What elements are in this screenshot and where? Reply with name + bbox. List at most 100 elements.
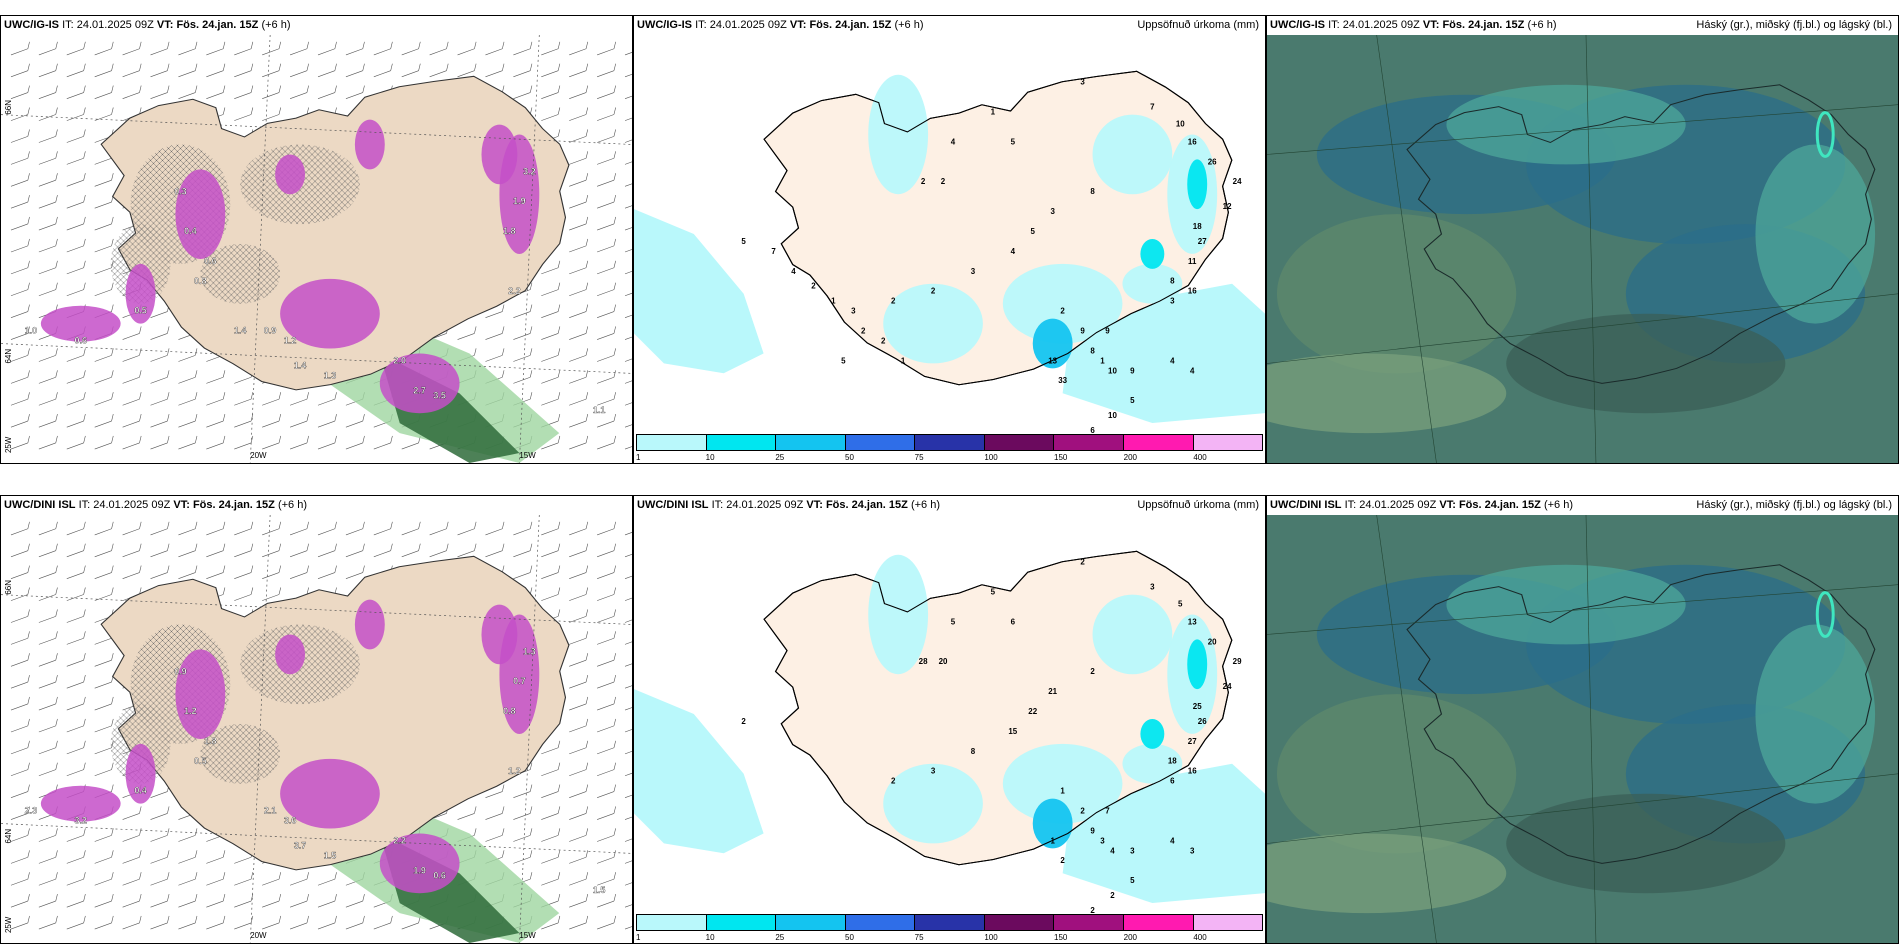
colorbar-tick: 1 — [636, 453, 641, 462]
colorbar-swatch — [706, 435, 777, 450]
wind-map: 0.3 0.4 0.6 0.9 1.2 1.4 1.3 2.0 2.7 3.5 1.9 1.8 3.2 2… — [1, 35, 632, 463]
colorbar-tick: 50 — [845, 933, 854, 942]
wind-value: 0.9 — [264, 326, 276, 336]
precip-value: 26 — [1198, 717, 1207, 726]
precip-value: 10 — [1108, 366, 1117, 375]
panel-precip-bottom: UWC/DINI ISL IT: 24.01.2025 09Z VT: Fös.… — [633, 495, 1266, 944]
coord-label: 25W — [4, 436, 13, 453]
wind-map: 0.9 1.2 1.8 2.1 3.6 3.7 1.5 2.2 1.9 0.6 0.7 0.8 1.3 1… — [1, 515, 632, 943]
precip-value: 2 — [1080, 558, 1085, 567]
wind-value: 1.2 — [508, 766, 520, 776]
precip-value: 3 — [1100, 836, 1105, 845]
cloud-map — [1267, 515, 1898, 943]
colorbar-tick: 100 — [984, 933, 998, 942]
coord-label: 20W — [250, 451, 267, 460]
precip-value: 33 — [1058, 376, 1067, 385]
panel-header: UWC/DINI ISL IT: 24.01.2025 09Z VT: Fös.… — [634, 496, 1265, 515]
precip-value: 2 — [1060, 307, 1065, 316]
precip-value: 3 — [931, 767, 936, 776]
precip-value: 9 — [1105, 327, 1110, 336]
precip-value: 13 — [1188, 617, 1197, 626]
colorbar-tick: 150 — [1054, 933, 1068, 942]
precip-value: 6 — [1090, 426, 1095, 435]
precip-map: 3 7 10 16 26 24 12 18 27 11 8 16 3 1 5 4 2 2 8 3 5 4 3 2 2 9 8 1 2 33… — [634, 35, 1265, 435]
precip-value: 7 — [771, 247, 776, 256]
precip-value: 1 — [1060, 787, 1065, 796]
precip-value: 6 — [1011, 617, 1016, 626]
precip-value: 3 — [851, 307, 856, 316]
wind-value: 1.4 — [294, 360, 306, 370]
colorbar-tick: 50 — [845, 453, 854, 462]
precip-value: 8 — [1170, 277, 1175, 286]
colorbar-swatch — [984, 435, 1055, 450]
precip-value: 9 — [1080, 327, 1085, 336]
colorbar-swatch — [1054, 435, 1124, 450]
precip-value: 4 — [1170, 836, 1175, 845]
wind-value: 0.4 — [134, 786, 146, 796]
colorbar — [636, 434, 1263, 451]
wind-value: 0.4 — [184, 226, 196, 236]
precip-value: 2 — [1060, 856, 1065, 865]
colorbar-tick: 200 — [1123, 453, 1138, 462]
panel-header: UWC/DINI ISL IT: 24.01.2025 09Z VT: Fös.… — [4, 499, 307, 511]
precip-value: 10 — [1176, 120, 1185, 129]
colorbar-tick: 10 — [705, 933, 715, 942]
precip-value: 21 — [1048, 687, 1057, 696]
panel-header: UWC/IG-IS IT: 24.01.2025 09Z VT: Fös. 24… — [4, 19, 291, 31]
panel-header: UWC/IG-IS IT: 24.01.2025 09Z VT: Fös. 24… — [634, 16, 1265, 35]
coord-label: 25W — [4, 916, 13, 933]
colorbar-ticks: 1 10 25 50 75 100 150 200 400 — [636, 452, 1263, 463]
wind-value: 2.0 — [394, 355, 406, 365]
precip-value: 2 — [931, 287, 936, 296]
precip-value: 8 — [1090, 187, 1095, 196]
wind-value: 0.7 — [513, 676, 525, 686]
precip-value: 5 — [991, 588, 996, 597]
panel-wind-top: UWC/IG-IS IT: 24.01.2025 09Z VT: Fös. 24… — [0, 15, 633, 464]
precip-value: 8 — [971, 747, 976, 756]
wind-value: 1.2 — [284, 336, 296, 346]
precip-value: 16 — [1188, 767, 1197, 776]
wind-value: 0.6 — [204, 256, 216, 266]
wind-value: 3.5 — [433, 390, 445, 400]
wind-value: 2.3 — [25, 806, 37, 816]
wind-value: 1.8 — [204, 736, 216, 746]
precip-value: 5 — [1130, 396, 1135, 405]
precip-value: 6 — [1170, 777, 1175, 786]
wind-value: 2.2 — [508, 286, 520, 296]
precip-value: 4 — [1011, 247, 1016, 256]
colorbar-swatch — [915, 915, 985, 930]
colorbar-swatch — [637, 435, 707, 450]
precip-value: 12 — [1223, 202, 1232, 211]
coord-label: 66N — [4, 100, 13, 115]
precip-value: 25 — [1193, 702, 1202, 711]
colorbar-swatch — [637, 915, 707, 930]
panel-wind-bottom: UWC/DINI ISL IT: 24.01.2025 09Z VT: Fös.… — [0, 495, 633, 944]
precip-value: 4 — [1170, 356, 1175, 365]
colorbar-swatch — [776, 915, 846, 930]
precip-value: 2 — [921, 177, 926, 186]
wind-value: 1.9 — [513, 196, 525, 206]
precip-value: 3 — [971, 267, 976, 276]
precip-value: 5 — [1130, 876, 1135, 885]
precip-value: 16 — [1188, 287, 1197, 296]
cloud-title: Háský (gr.), miðský (fj.bl.) og lágský (… — [1696, 499, 1892, 511]
precip-value: 3 — [1130, 846, 1135, 855]
precip-value: 20 — [1208, 637, 1217, 646]
precip-map: 2 3 5 13 20 29 24 25 26 27 18 16 6 5 6 5 20 28 2 21 22 15 8 3 2 2… — [634, 515, 1265, 915]
wind-value: 3.7 — [294, 840, 306, 850]
precip-value: 3 — [1050, 207, 1055, 216]
colorbar-swatch — [915, 435, 985, 450]
wind-value: 1.1 — [593, 405, 605, 415]
wind-value: 0.6 — [75, 336, 87, 346]
panel-precip-top: UWC/IG-IS IT: 24.01.2025 09Z VT: Fös. 24… — [633, 15, 1266, 464]
wind-value: 3.2 — [523, 166, 535, 176]
precip-value: 8 — [1090, 346, 1095, 355]
precip-value: 2 — [891, 297, 896, 306]
colorbar-tick: 200 — [1123, 933, 1138, 942]
precip-value: 4 — [791, 267, 796, 276]
precip-value: 20 — [939, 657, 948, 666]
precip-value: 24 — [1233, 177, 1242, 186]
wind-value: 1.9 — [413, 865, 425, 875]
precip-value: 4 — [951, 137, 956, 146]
panel-header: UWC/DINI ISL IT: 24.01.2025 09Z VT: Fös.… — [1267, 496, 1898, 515]
